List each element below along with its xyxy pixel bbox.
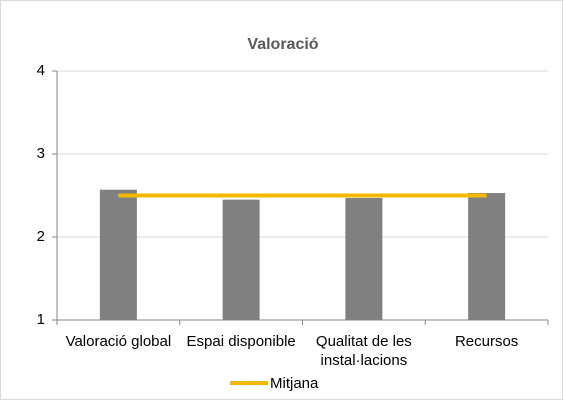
x-tick-label: Recursos [454, 333, 519, 350]
bar [222, 199, 260, 320]
bar [468, 193, 506, 320]
y-tick-label: 3 [37, 145, 45, 162]
y-tick-label: 4 [37, 62, 45, 79]
x-tick-label: Valoració global [65, 333, 172, 350]
x-tick-label: Espai disponible [186, 333, 296, 350]
bar [345, 197, 383, 320]
legend-label: Mitjana [270, 375, 319, 392]
y-tick-label: 1 [37, 311, 45, 328]
chart-title: Valoració [247, 36, 318, 53]
x-tick-label: Qualitat de les instal·lacions [315, 333, 412, 369]
bar [99, 189, 137, 320]
y-tick-label: 2 [37, 228, 45, 245]
